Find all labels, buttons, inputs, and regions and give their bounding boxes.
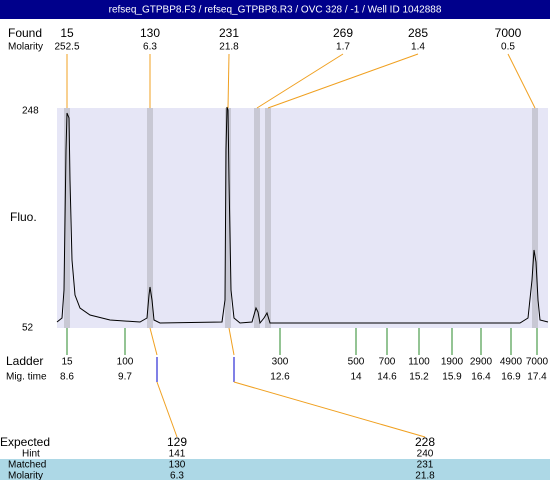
title-bar xyxy=(0,0,550,19)
peak-band xyxy=(254,108,260,328)
found-size: 130 xyxy=(140,26,160,40)
peak-band xyxy=(265,108,271,328)
mig-label: Mig. time xyxy=(6,372,47,383)
ladder-time: 14 xyxy=(350,372,362,383)
found-molarity: 1.7 xyxy=(336,42,350,53)
hint: 141 xyxy=(169,449,186,460)
ladder-time: 8.6 xyxy=(60,372,74,383)
trace xyxy=(56,106,549,325)
connector xyxy=(256,53,344,109)
matched-label: Matched xyxy=(8,460,46,471)
ladder-size: 1900 xyxy=(441,357,464,368)
found-size: 15 xyxy=(60,26,74,40)
ladder-time: 15.9 xyxy=(442,372,462,383)
ladder-size: 2900 xyxy=(470,357,493,368)
connector xyxy=(156,381,178,438)
hint-label: Hint xyxy=(22,449,40,460)
ladder-size: 15 xyxy=(61,357,73,368)
peak-band xyxy=(532,108,538,328)
ladder-time: 16.4 xyxy=(471,372,491,383)
peak-band xyxy=(225,108,231,328)
title: refseq_GTPBP8.F3 / refseq_GTPBP8.R3 / OV… xyxy=(109,5,442,16)
matched-band xyxy=(0,459,550,480)
ladder-label: Ladder xyxy=(6,354,43,368)
found-molarity: 6.3 xyxy=(143,42,157,53)
molarity-label: Molarity xyxy=(8,42,43,53)
y-min: 52 xyxy=(22,323,34,334)
ladder-time: 9.7 xyxy=(118,372,132,383)
molarity: 6.3 xyxy=(170,471,184,480)
found-label: Found xyxy=(8,26,42,40)
found-size: 231 xyxy=(219,26,239,40)
peak-band xyxy=(64,108,70,328)
expected-size: 228 xyxy=(415,435,435,449)
y-max: 248 xyxy=(22,106,39,117)
connector xyxy=(228,327,235,356)
connector xyxy=(227,53,230,109)
ladder-size: 7000 xyxy=(526,357,549,368)
ladder-size: 4900 xyxy=(500,357,523,368)
hint: 240 xyxy=(417,449,434,460)
connector xyxy=(267,53,419,109)
found-size: 7000 xyxy=(495,26,522,40)
found-molarity: 21.8 xyxy=(219,42,239,53)
ladder-size: 1100 xyxy=(408,357,430,368)
molarity: 21.8 xyxy=(415,471,435,480)
peak-band xyxy=(147,108,153,328)
connector xyxy=(233,381,426,438)
molarity-label: Molarity xyxy=(8,471,43,480)
plot-area xyxy=(57,108,548,328)
found-size: 269 xyxy=(333,26,353,40)
found-size: 285 xyxy=(408,26,428,40)
y-label: Fluo. xyxy=(10,210,37,224)
ladder-time: 17.4 xyxy=(527,372,547,383)
matched: 231 xyxy=(417,460,434,471)
connector xyxy=(507,53,536,109)
expected-label: Expected xyxy=(0,435,50,449)
found-molarity: 0.5 xyxy=(501,42,515,53)
ladder-time: 15.2 xyxy=(409,372,429,383)
ladder-size: 100 xyxy=(117,357,134,368)
ladder-time: 12.6 xyxy=(270,372,290,383)
found-molarity: 252.5 xyxy=(54,42,79,53)
ladder-time: 16.9 xyxy=(501,372,521,383)
connector xyxy=(149,327,158,356)
matched: 130 xyxy=(169,460,186,471)
expected-size: 129 xyxy=(167,435,187,449)
ladder-size: 500 xyxy=(348,357,365,368)
ladder-size: 700 xyxy=(379,357,396,368)
ladder-time: 14.6 xyxy=(377,372,397,383)
ladder-size: 300 xyxy=(272,357,289,368)
found-molarity: 1.4 xyxy=(411,42,425,53)
